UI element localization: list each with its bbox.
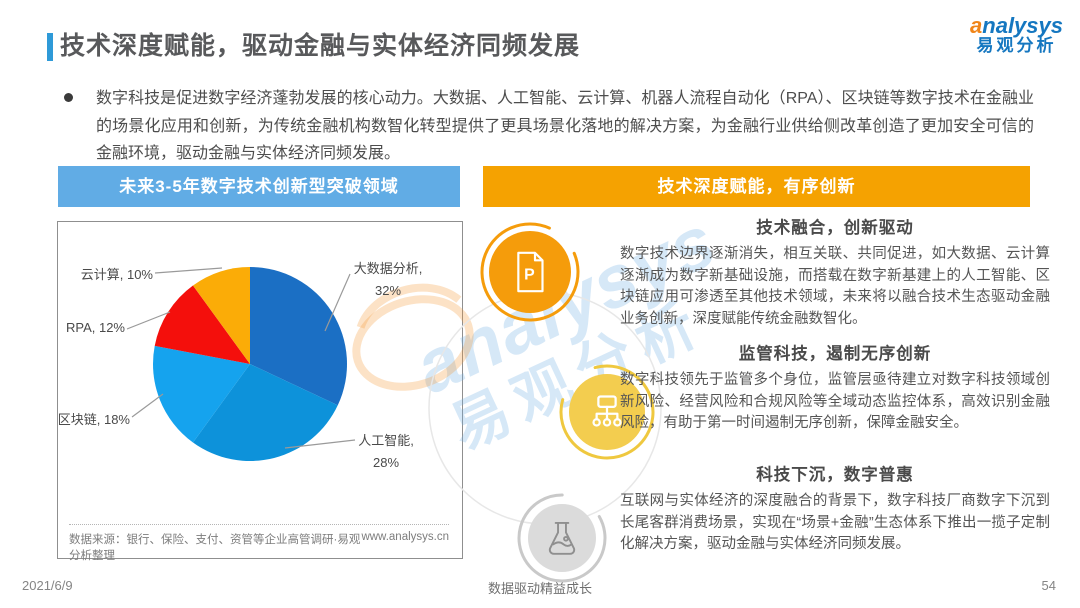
logo-chinese-text: 易观分析	[976, 36, 1057, 56]
svg-text:P: P	[524, 267, 535, 284]
block-regtech: 监管科技，遏制无序创新 数字科技领先于监管多个身位，监管层亟待建立对数字科技领域…	[620, 340, 1050, 435]
block-title: 技术融合，创新驱动	[756, 219, 914, 237]
data-source-text: 数据来源：银行、保险、支付、资管等企业高管调研·易观分析整理	[69, 534, 361, 562]
footer-slogan: 数据驱动精益成长	[487, 581, 592, 596]
block-title: 监管科技，遏制无序创新	[738, 345, 932, 363]
block-body: 互联网与实体经济的深度融合的背景下，数字科技厂商数字下沉到长尾客群消费场景，实现…	[620, 493, 1050, 552]
page-title: 技术深度赋能，驱动金融与实体经济同频发展	[60, 32, 581, 60]
footer-date: 2021/6/9	[22, 578, 73, 593]
right-section-header: 技术深度赋能，有序创新	[483, 166, 1030, 207]
pie-leader-lines	[126, 267, 356, 449]
bullet-marker	[64, 93, 73, 102]
analysys-logo: analysys 易观分析	[970, 14, 1063, 55]
pie-chart	[126, 267, 356, 461]
tech-inclusion-icon-circle	[528, 504, 596, 572]
pie-slice-大数据分析	[250, 267, 348, 406]
pie-label-bigdata: 大数据分析, 32%	[353, 261, 423, 298]
page-number: 54	[1041, 578, 1056, 593]
website-text: www.analysys.cn	[361, 531, 449, 543]
intro-paragraph: 数字科技是促进数字经济蓬勃发展的核心动力。大数据、人工智能、云计算、机器人流程自…	[96, 90, 1034, 162]
pie-label-rpa: RPA, 12%	[65, 320, 125, 335]
logo-brand-text: analysys	[970, 13, 1063, 38]
pie-label-cloud: 云计算, 10%	[80, 267, 153, 282]
block-tech-fusion: 技术融合，创新驱动 数字技术边界逐渐消失，相互关联、共同促进，如大数据、云计算逐…	[620, 214, 1050, 330]
pie-label-blockchain: 区块链, 18%	[57, 412, 130, 427]
title-accent-bar	[47, 33, 53, 61]
block-body: 数字技术边界逐渐消失，相互关联、共同促进，如大数据、云计算逐渐成为数字新基础设施…	[620, 246, 1050, 327]
pie-slice-云计算	[192, 267, 250, 364]
pie-label-ai: 人工智能, 28%	[358, 433, 414, 470]
flask-icon	[548, 522, 576, 555]
block-tech-inclusion: 科技下沉，数字普惠 互联网与实体经济的深度融合的背景下，数字科技厂商数字下沉到长…	[620, 461, 1050, 556]
source-row: 数据来源：银行、保险、支付、资管等企业高管调研·易观分析整理 www.analy…	[69, 524, 449, 563]
pie-slice-RPA	[154, 285, 250, 364]
left-section-header: 未来3-5年数字技术创新型突破领域	[58, 166, 460, 207]
block-body: 数字科技领先于监管多个身位，监管层亟待建立对数字科技领域创新风险、经营风险和合规…	[620, 372, 1050, 431]
pie-slice-区块链	[153, 345, 250, 443]
tech-fusion-icon-circle: P	[489, 231, 571, 313]
block-title: 科技下沉，数字普惠	[756, 466, 914, 484]
document-p-icon: P	[517, 251, 544, 293]
pie-slice-人工智能	[192, 364, 338, 461]
